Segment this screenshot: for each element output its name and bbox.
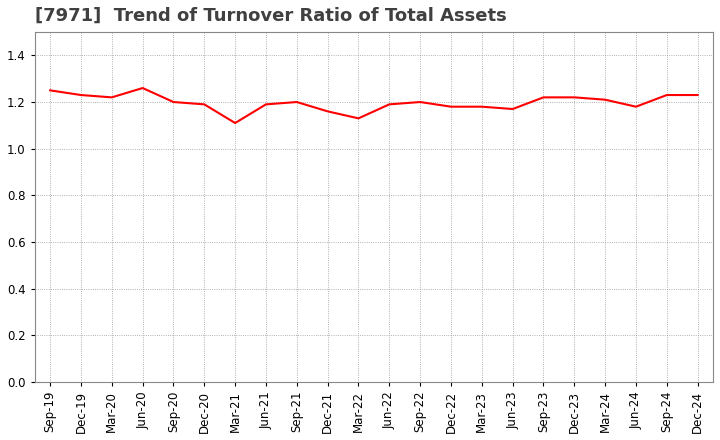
Text: [7971]  Trend of Turnover Ratio of Total Assets: [7971] Trend of Turnover Ratio of Total … [35,7,506,25]
